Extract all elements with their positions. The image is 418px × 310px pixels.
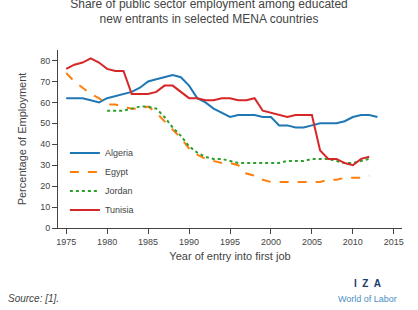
svg-text:Jordan: Jordan [105,186,133,196]
svg-text:40: 40 [40,139,50,149]
svg-text:Year of entry into first job: Year of entry into first job [169,250,290,262]
svg-text:1985: 1985 [138,237,158,247]
svg-text:30: 30 [40,160,50,170]
svg-text:10: 10 [40,202,50,212]
svg-text:20: 20 [40,181,50,191]
svg-text:World of Labor: World of Labor [338,294,397,304]
svg-text:1975: 1975 [56,237,76,247]
svg-text:2015: 2015 [384,237,404,247]
svg-text:2005: 2005 [302,237,322,247]
svg-text:Algeria: Algeria [105,148,133,158]
svg-text:2010: 2010 [343,237,363,247]
svg-text:Source: [1].: Source: [1]. [8,293,59,304]
svg-text:Egypt: Egypt [105,167,129,177]
svg-text:1980: 1980 [97,237,117,247]
svg-text:Tunisia: Tunisia [105,205,134,215]
svg-text:I Z A: I Z A [354,278,381,289]
svg-text:2000: 2000 [261,237,281,247]
svg-text:50: 50 [40,118,50,128]
svg-text:1990: 1990 [179,237,199,247]
svg-text:60: 60 [40,98,50,108]
svg-text:1995: 1995 [220,237,240,247]
svg-text:80: 80 [40,56,50,66]
svg-text:Share of public sector employm: Share of public sector employment among … [70,0,348,26]
svg-text:70: 70 [40,77,50,87]
svg-text:Percentage of Employment: Percentage of Employment [16,73,28,206]
svg-text:0: 0 [45,223,50,233]
